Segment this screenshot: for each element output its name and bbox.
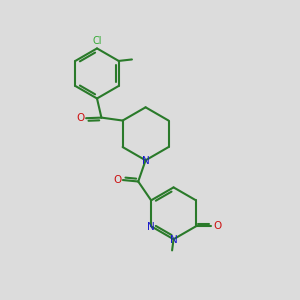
Text: N: N: [147, 222, 155, 232]
Text: O: O: [113, 175, 121, 185]
Text: Cl: Cl: [92, 36, 102, 46]
Text: N: N: [170, 235, 178, 244]
Text: O: O: [76, 113, 84, 123]
Text: N: N: [142, 156, 149, 166]
Text: O: O: [214, 221, 222, 231]
